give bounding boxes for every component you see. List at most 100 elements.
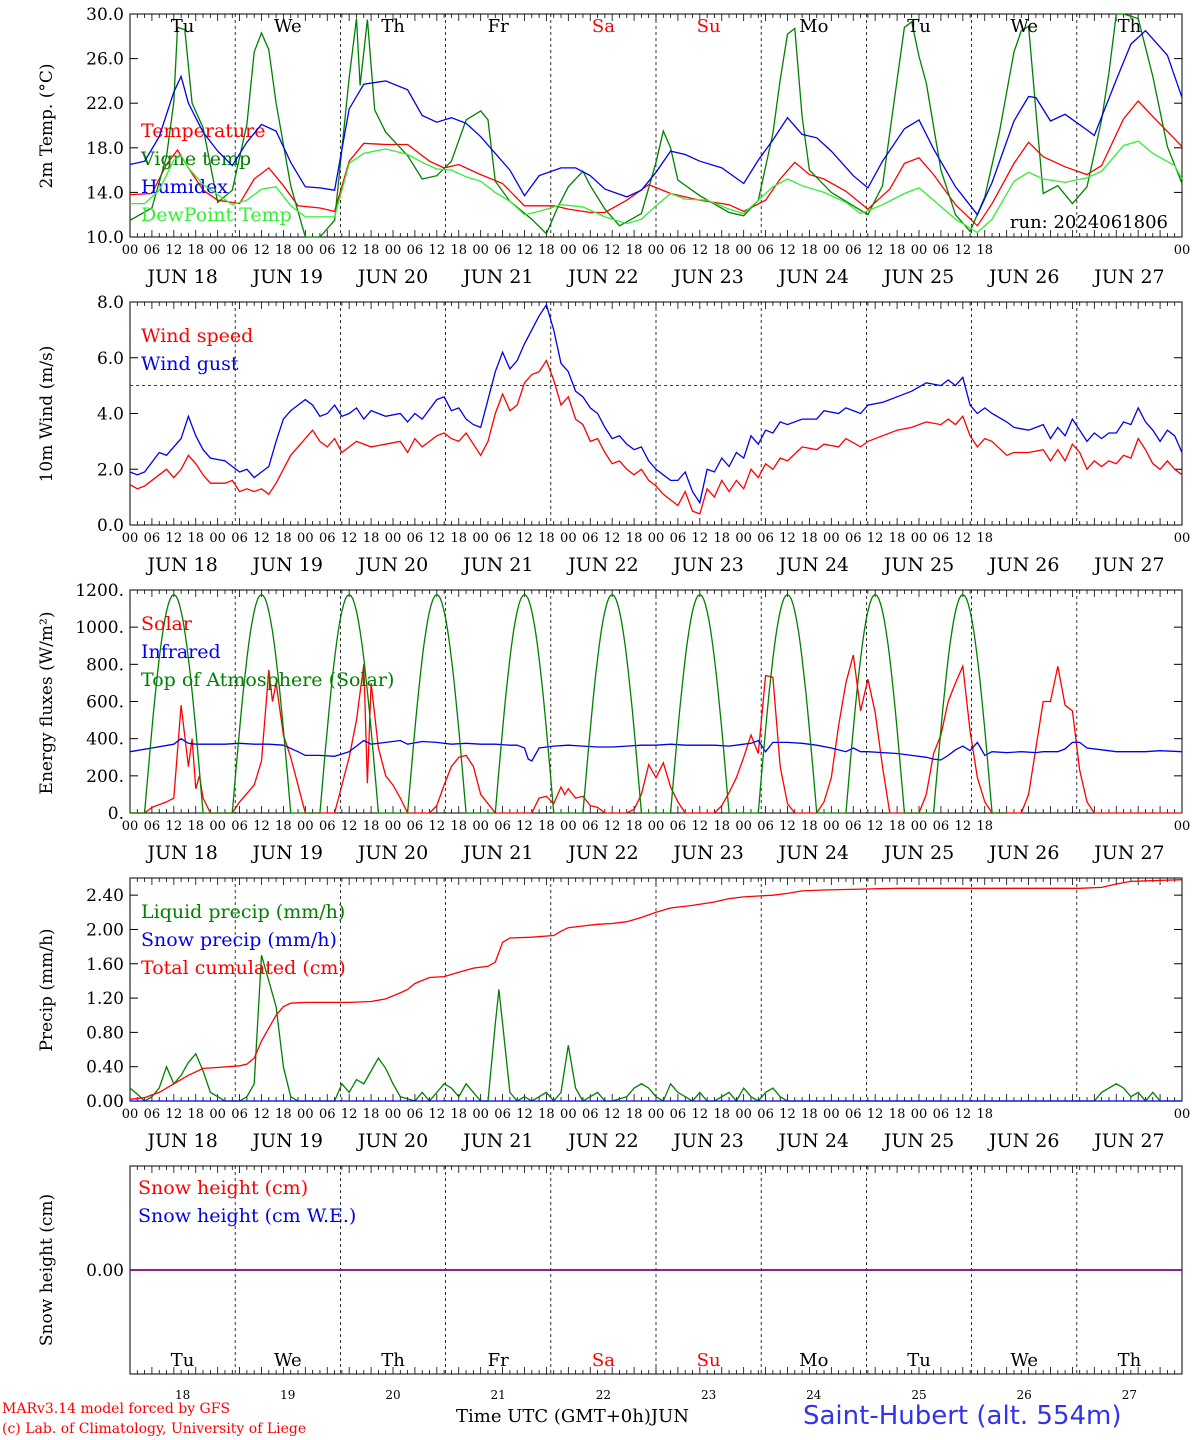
hour-label: 00 — [911, 819, 928, 834]
hour-label: 00 — [122, 531, 139, 546]
hour-label: 06 — [319, 819, 336, 834]
hour-label: 12 — [867, 819, 884, 834]
hour-label: 18 — [187, 243, 204, 258]
hour-label: 12 — [867, 243, 884, 258]
hour-label: 00 — [472, 1107, 489, 1122]
date-label: JUN 21 — [461, 266, 533, 288]
hour-label: 18 — [626, 243, 643, 258]
hour-label: 12 — [253, 531, 270, 546]
weekday-label: Sa — [592, 1350, 615, 1371]
series-line-vigne-temp — [129, 13, 1183, 238]
hour-label: 12 — [604, 1107, 621, 1122]
hour-label: 00 — [648, 243, 665, 258]
hour-label: 18 — [889, 819, 906, 834]
hour-label: 00 — [911, 1107, 928, 1122]
hour-label: 06 — [670, 1107, 687, 1122]
series-line-wind-gust — [129, 303, 1183, 505]
date-label: JUN 18 — [145, 842, 217, 864]
hour-label: 18 — [713, 819, 730, 834]
hour-label: 00 — [911, 243, 928, 258]
hour-label: 06 — [757, 1107, 774, 1122]
hour-label: 12 — [779, 1107, 796, 1122]
weekday-label: Su — [697, 16, 721, 37]
hour-label: 18 — [363, 243, 380, 258]
date-label: JUN 22 — [566, 1130, 638, 1152]
hour-label: 06 — [231, 243, 248, 258]
hour-label: 18 — [187, 1107, 204, 1122]
date-label: JUN 18 — [145, 1130, 217, 1152]
hour-label: 18 — [713, 1107, 730, 1122]
date-label: JUN 27 — [1092, 1130, 1164, 1152]
date-label: JUN 26 — [987, 266, 1059, 288]
y-tick-label: 10.0 — [86, 228, 124, 248]
hour-label: 12 — [166, 531, 183, 546]
hour-label: 18 — [801, 243, 818, 258]
y-tick-label: 600. — [86, 693, 124, 713]
legend-label: Wind speed — [141, 325, 253, 347]
hour-label: 18 — [275, 1107, 292, 1122]
weekday-label: We — [1010, 16, 1038, 37]
hour-label: 18 — [538, 819, 555, 834]
y-axis-label: 2m Temp. (°C) — [37, 63, 57, 188]
hour-label: 18 — [713, 243, 730, 258]
y-tick-label: 200. — [86, 767, 124, 787]
hour-label: 18 — [363, 819, 380, 834]
y-tick-label: 0.00 — [86, 1092, 124, 1112]
hour-label: 00 — [648, 819, 665, 834]
hour-label: 00 — [1174, 1107, 1191, 1122]
date-label: JUN 26 — [987, 1130, 1059, 1152]
y-tick-label: 1.20 — [86, 989, 124, 1009]
model-credit: MARv3.14 model forced by GFS — [2, 1401, 231, 1417]
y-tick-label: 22.0 — [86, 94, 124, 114]
date-label: JUN 21 — [461, 1130, 533, 1152]
hour-label: 06 — [494, 531, 511, 546]
hour-label: 12 — [604, 243, 621, 258]
hour-label: 00 — [385, 1107, 402, 1122]
series-line-infrared — [129, 737, 1183, 762]
hour-label: 18 — [538, 1107, 555, 1122]
hour-label: 06 — [144, 243, 161, 258]
hour-label: 18 — [538, 243, 555, 258]
series-line-temperature — [129, 100, 1183, 227]
y-tick-label: 6.0 — [97, 349, 124, 369]
day-number: 22 — [596, 1388, 611, 1402]
hour-label: 06 — [582, 531, 599, 546]
date-label: JUN 23 — [671, 266, 743, 288]
date-label: JUN 21 — [461, 554, 533, 576]
hour-label: 12 — [604, 531, 621, 546]
hour-label: 12 — [429, 819, 446, 834]
hour-label: 12 — [779, 243, 796, 258]
hour-label: 00 — [1174, 243, 1191, 258]
date-label: JUN 24 — [777, 842, 849, 864]
lab-credit: (c) Lab. of Climatology, University of L… — [2, 1421, 307, 1437]
hour-label: 06 — [319, 531, 336, 546]
date-label: JUN 19 — [251, 1130, 323, 1152]
hour-label: 00 — [385, 531, 402, 546]
hour-label: 06 — [407, 819, 424, 834]
hour-label: 00 — [122, 1107, 139, 1122]
date-label: JUN 19 — [251, 842, 323, 864]
hour-label: 06 — [845, 243, 862, 258]
hour-label: 18 — [976, 819, 993, 834]
hour-label: 06 — [670, 243, 687, 258]
weekday-label: We — [1010, 1350, 1038, 1371]
hour-label: 06 — [845, 819, 862, 834]
weekday-label: Mo — [799, 1350, 828, 1371]
hour-label: 18 — [363, 531, 380, 546]
date-label: JUN 20 — [356, 1130, 428, 1152]
hour-label: 00 — [735, 819, 752, 834]
hour-label: 18 — [889, 1107, 906, 1122]
weekday-label: Tu — [907, 16, 931, 37]
hour-label: 18 — [626, 1107, 643, 1122]
date-label: JUN 26 — [987, 554, 1059, 576]
hour-label: 12 — [253, 1107, 270, 1122]
weekday-label: Th — [1118, 16, 1142, 37]
legend-label: Vigne temp — [140, 148, 251, 170]
hour-label: 12 — [166, 1107, 183, 1122]
hour-label: 00 — [560, 1107, 577, 1122]
hour-label: 18 — [976, 531, 993, 546]
hour-label: 00 — [297, 243, 314, 258]
hour-label: 12 — [166, 819, 183, 834]
time-axis-title: Time UTC (GMT+0h)JUN — [456, 1406, 689, 1427]
hour-label: 12 — [955, 819, 972, 834]
